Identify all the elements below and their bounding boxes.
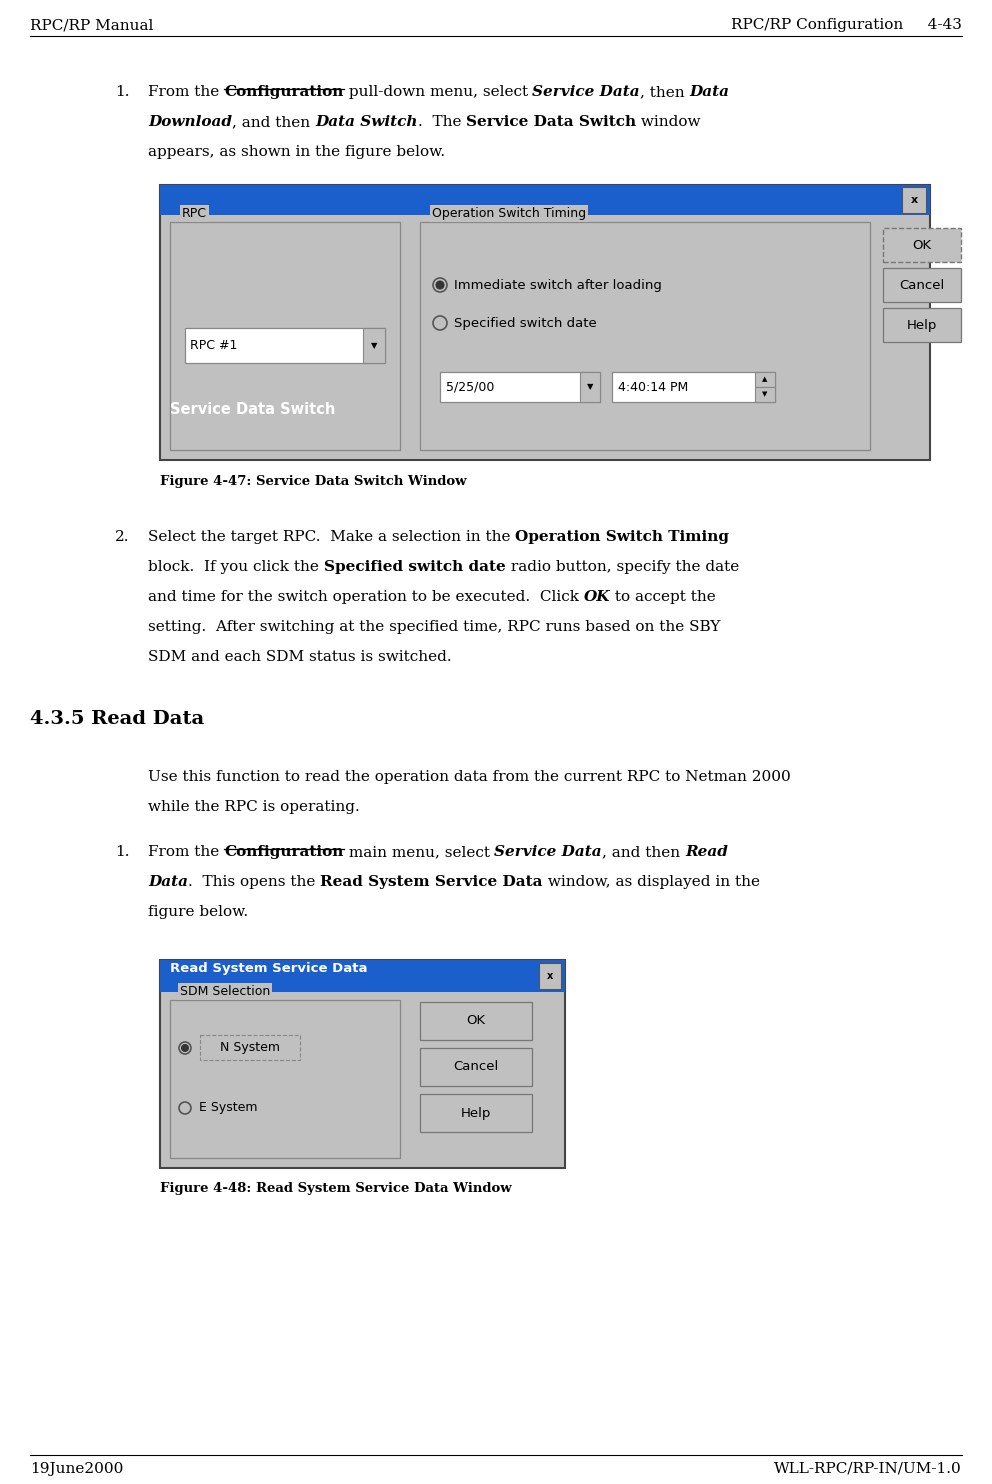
Text: SDM Selection: SDM Selection <box>180 985 270 999</box>
Text: radio button, specify the date: radio button, specify the date <box>506 559 739 574</box>
Text: Service Data Switch: Service Data Switch <box>170 402 335 417</box>
Bar <box>420 1094 532 1132</box>
Text: WLL-RPC/RP-IN/UM-1.0: WLL-RPC/RP-IN/UM-1.0 <box>774 1462 962 1477</box>
Text: Operation Switch Timing: Operation Switch Timing <box>432 206 586 220</box>
Text: Configuration: Configuration <box>224 85 343 99</box>
Text: RPC #1: RPC #1 <box>190 338 237 352</box>
Text: 1.: 1. <box>115 844 130 859</box>
Bar <box>160 960 565 991</box>
Text: Read System Service Data: Read System Service Data <box>170 962 367 975</box>
Text: setting.  After switching at the specified time, RPC runs based on the SBY: setting. After switching at the specifie… <box>148 620 720 634</box>
Text: , and then: , and then <box>602 844 685 859</box>
Text: Data: Data <box>148 876 188 889</box>
Text: Data Switch: Data Switch <box>315 114 418 129</box>
Text: Download: Download <box>148 114 232 129</box>
Circle shape <box>182 1045 188 1051</box>
Text: appears, as shown in the figure below.: appears, as shown in the figure below. <box>148 145 445 159</box>
Text: Service Data: Service Data <box>494 844 602 859</box>
Text: , then: , then <box>640 85 689 99</box>
Text: From the: From the <box>148 844 224 859</box>
Text: 2.: 2. <box>115 530 130 545</box>
Text: RPC/RP Manual: RPC/RP Manual <box>30 18 154 33</box>
Bar <box>612 372 775 402</box>
Circle shape <box>436 319 443 326</box>
Text: ▼: ▼ <box>762 392 768 398</box>
Text: x: x <box>547 971 554 981</box>
Text: Help: Help <box>461 1107 491 1119</box>
Text: .  This opens the: . This opens the <box>188 876 320 889</box>
Bar <box>539 963 561 990</box>
Text: while the RPC is operating.: while the RPC is operating. <box>148 800 360 815</box>
Text: to accept the: to accept the <box>610 591 716 604</box>
Text: ▲: ▲ <box>762 377 768 383</box>
Bar <box>883 309 961 341</box>
Text: window, as displayed in the: window, as displayed in the <box>543 876 760 889</box>
Bar <box>755 372 775 387</box>
Text: ▼: ▼ <box>586 383 593 392</box>
Bar <box>160 960 565 1168</box>
Bar <box>755 387 775 402</box>
Bar <box>185 328 385 364</box>
Text: .  The: . The <box>418 114 466 129</box>
FancyBboxPatch shape <box>200 1034 300 1060</box>
Circle shape <box>436 280 443 289</box>
Text: main menu, select: main menu, select <box>343 844 494 859</box>
Bar <box>420 1048 532 1086</box>
Text: Read: Read <box>685 844 728 859</box>
Text: block.  If you click the: block. If you click the <box>148 559 323 574</box>
Text: SDM and each SDM status is switched.: SDM and each SDM status is switched. <box>148 650 451 663</box>
Bar <box>420 223 870 450</box>
Text: Operation Switch Timing: Operation Switch Timing <box>516 530 729 545</box>
Text: Read System Service Data: Read System Service Data <box>320 876 543 889</box>
Bar <box>440 372 600 402</box>
Text: OK: OK <box>584 591 610 604</box>
Bar <box>883 229 961 263</box>
Text: RPC: RPC <box>182 206 207 220</box>
Text: 5/25/00: 5/25/00 <box>446 380 494 393</box>
Text: OK: OK <box>913 239 931 251</box>
Text: 4.3.5 Read Data: 4.3.5 Read Data <box>30 709 204 729</box>
Text: ▼: ▼ <box>371 341 377 350</box>
Text: From the: From the <box>148 85 224 99</box>
Text: window: window <box>636 114 700 129</box>
Text: pull-down menu, select: pull-down menu, select <box>343 85 533 99</box>
Text: N System: N System <box>220 1042 280 1055</box>
Circle shape <box>182 1104 188 1112</box>
Bar <box>160 186 930 460</box>
Text: Service Data: Service Data <box>533 85 640 99</box>
Bar <box>160 186 930 215</box>
Bar <box>883 269 961 303</box>
Text: Cancel: Cancel <box>453 1061 499 1073</box>
Text: E System: E System <box>199 1101 258 1114</box>
Text: 4:40:14 PM: 4:40:14 PM <box>618 380 688 393</box>
Text: Specified switch date: Specified switch date <box>454 316 597 329</box>
Text: x: x <box>911 194 918 205</box>
Text: Data: Data <box>689 85 730 99</box>
Bar <box>902 187 926 212</box>
Bar <box>420 1002 532 1040</box>
Bar <box>170 223 400 450</box>
Text: Specified switch date: Specified switch date <box>323 559 506 574</box>
Text: OK: OK <box>466 1015 485 1027</box>
Bar <box>170 1000 400 1158</box>
Text: Figure 4-48: Read System Service Data Window: Figure 4-48: Read System Service Data Wi… <box>160 1181 512 1195</box>
Bar <box>580 372 600 402</box>
Text: Configuration: Configuration <box>224 844 343 859</box>
Text: Select the target RPC.  Make a selection in the: Select the target RPC. Make a selection … <box>148 530 516 545</box>
Text: Use this function to read the operation data from the current RPC to Netman 2000: Use this function to read the operation … <box>148 770 791 784</box>
Text: Help: Help <box>907 319 937 331</box>
Text: and time for the switch operation to be executed.  Click: and time for the switch operation to be … <box>148 591 584 604</box>
Text: Service Data Switch: Service Data Switch <box>466 114 636 129</box>
Text: RPC/RP Configuration     4-43: RPC/RP Configuration 4-43 <box>731 18 962 33</box>
Bar <box>363 328 385 364</box>
Text: 19June2000: 19June2000 <box>30 1462 123 1477</box>
Text: Cancel: Cancel <box>900 279 944 291</box>
Text: Figure 4-47: Service Data Switch Window: Figure 4-47: Service Data Switch Window <box>160 475 466 488</box>
Text: 1.: 1. <box>115 85 130 99</box>
Text: , and then: , and then <box>232 114 315 129</box>
Text: figure below.: figure below. <box>148 905 248 919</box>
Text: Immediate switch after loading: Immediate switch after loading <box>454 279 662 291</box>
